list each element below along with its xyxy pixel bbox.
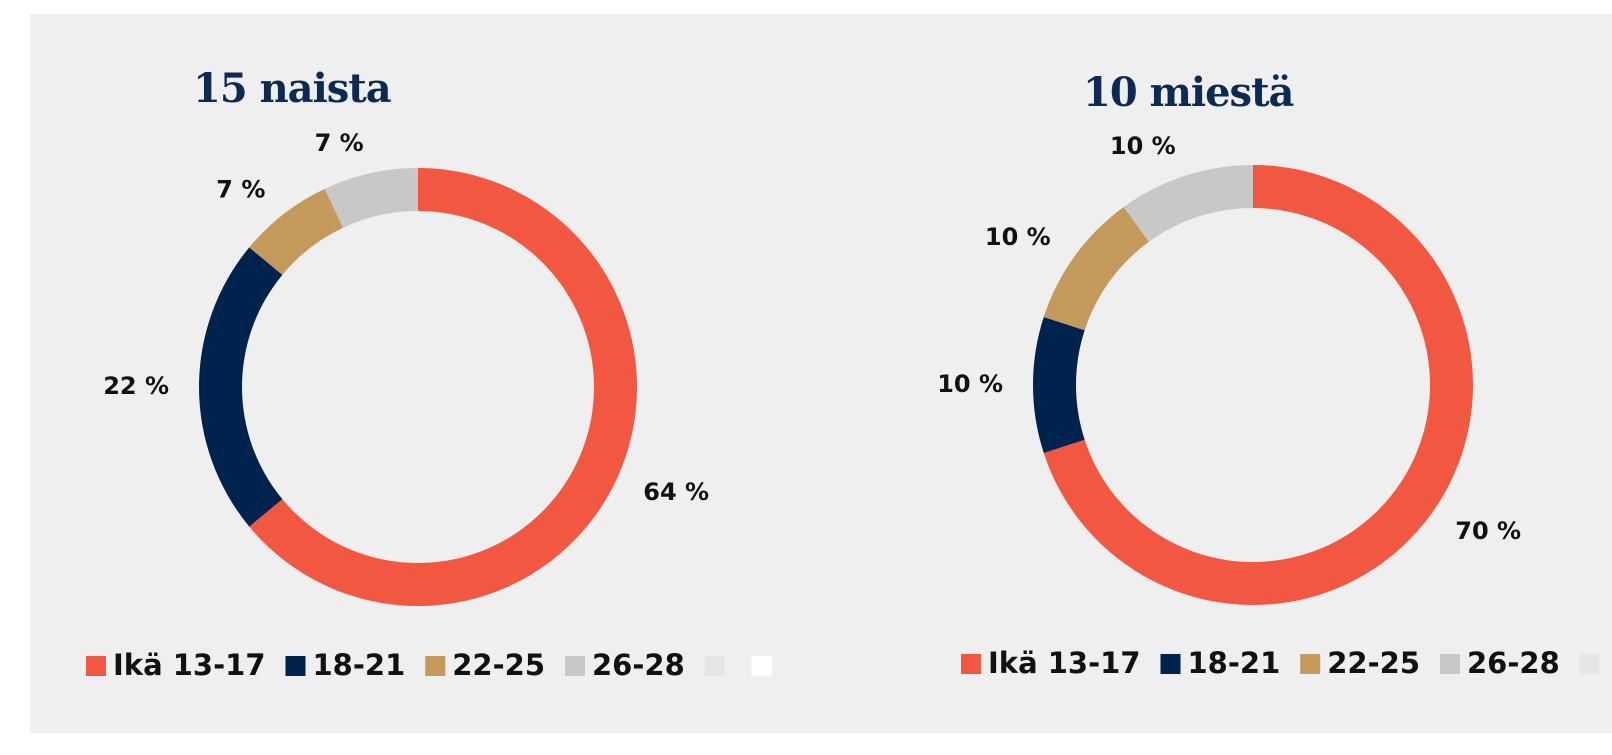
data-label: 7 % [315, 129, 364, 157]
legend-label: 22-25 [452, 648, 545, 682]
legend-swatch [86, 656, 106, 676]
legend-swatch [1300, 654, 1321, 674]
legend-swatch [751, 656, 772, 676]
legend-swatch [1440, 654, 1460, 674]
donut-segment [249, 167, 637, 606]
data-label: 10 % [985, 223, 1051, 251]
data-label: 64 % [643, 478, 709, 506]
panel [30, 14, 1612, 733]
legend-label: 26-28 [592, 648, 685, 682]
chart-title: 15 naista [193, 65, 391, 112]
legend-label: 26-28 [1467, 646, 1560, 680]
legend-swatch [961, 654, 981, 674]
donut-segment [199, 247, 283, 527]
data-label: 22 % [103, 372, 169, 400]
data-label: 7 % [216, 175, 265, 203]
donut-segment [1123, 165, 1253, 242]
data-label: 10 % [937, 370, 1003, 398]
legend-swatch [425, 656, 446, 676]
donut-segment [324, 168, 418, 228]
legend-swatch [565, 656, 585, 676]
legend-swatch [1160, 654, 1181, 674]
data-label: 10 % [1110, 132, 1176, 160]
legend-label: 22-25 [1327, 646, 1420, 680]
donut-segment [1033, 317, 1085, 453]
donut-segment [249, 188, 344, 275]
legend-swatch [704, 656, 725, 676]
legend-swatch [1579, 654, 1600, 674]
legend-label: Ikä 13-17 [988, 646, 1141, 680]
legend-label: 18-21 [313, 648, 406, 682]
legend-swatch [285, 656, 306, 676]
chart-title: 10 miestä [1083, 69, 1294, 116]
data-label: 70 % [1455, 517, 1521, 545]
legend-label: Ikä 13-17 [113, 648, 266, 682]
legend-label: 18-21 [1188, 646, 1281, 680]
donut-segment [1043, 207, 1149, 331]
